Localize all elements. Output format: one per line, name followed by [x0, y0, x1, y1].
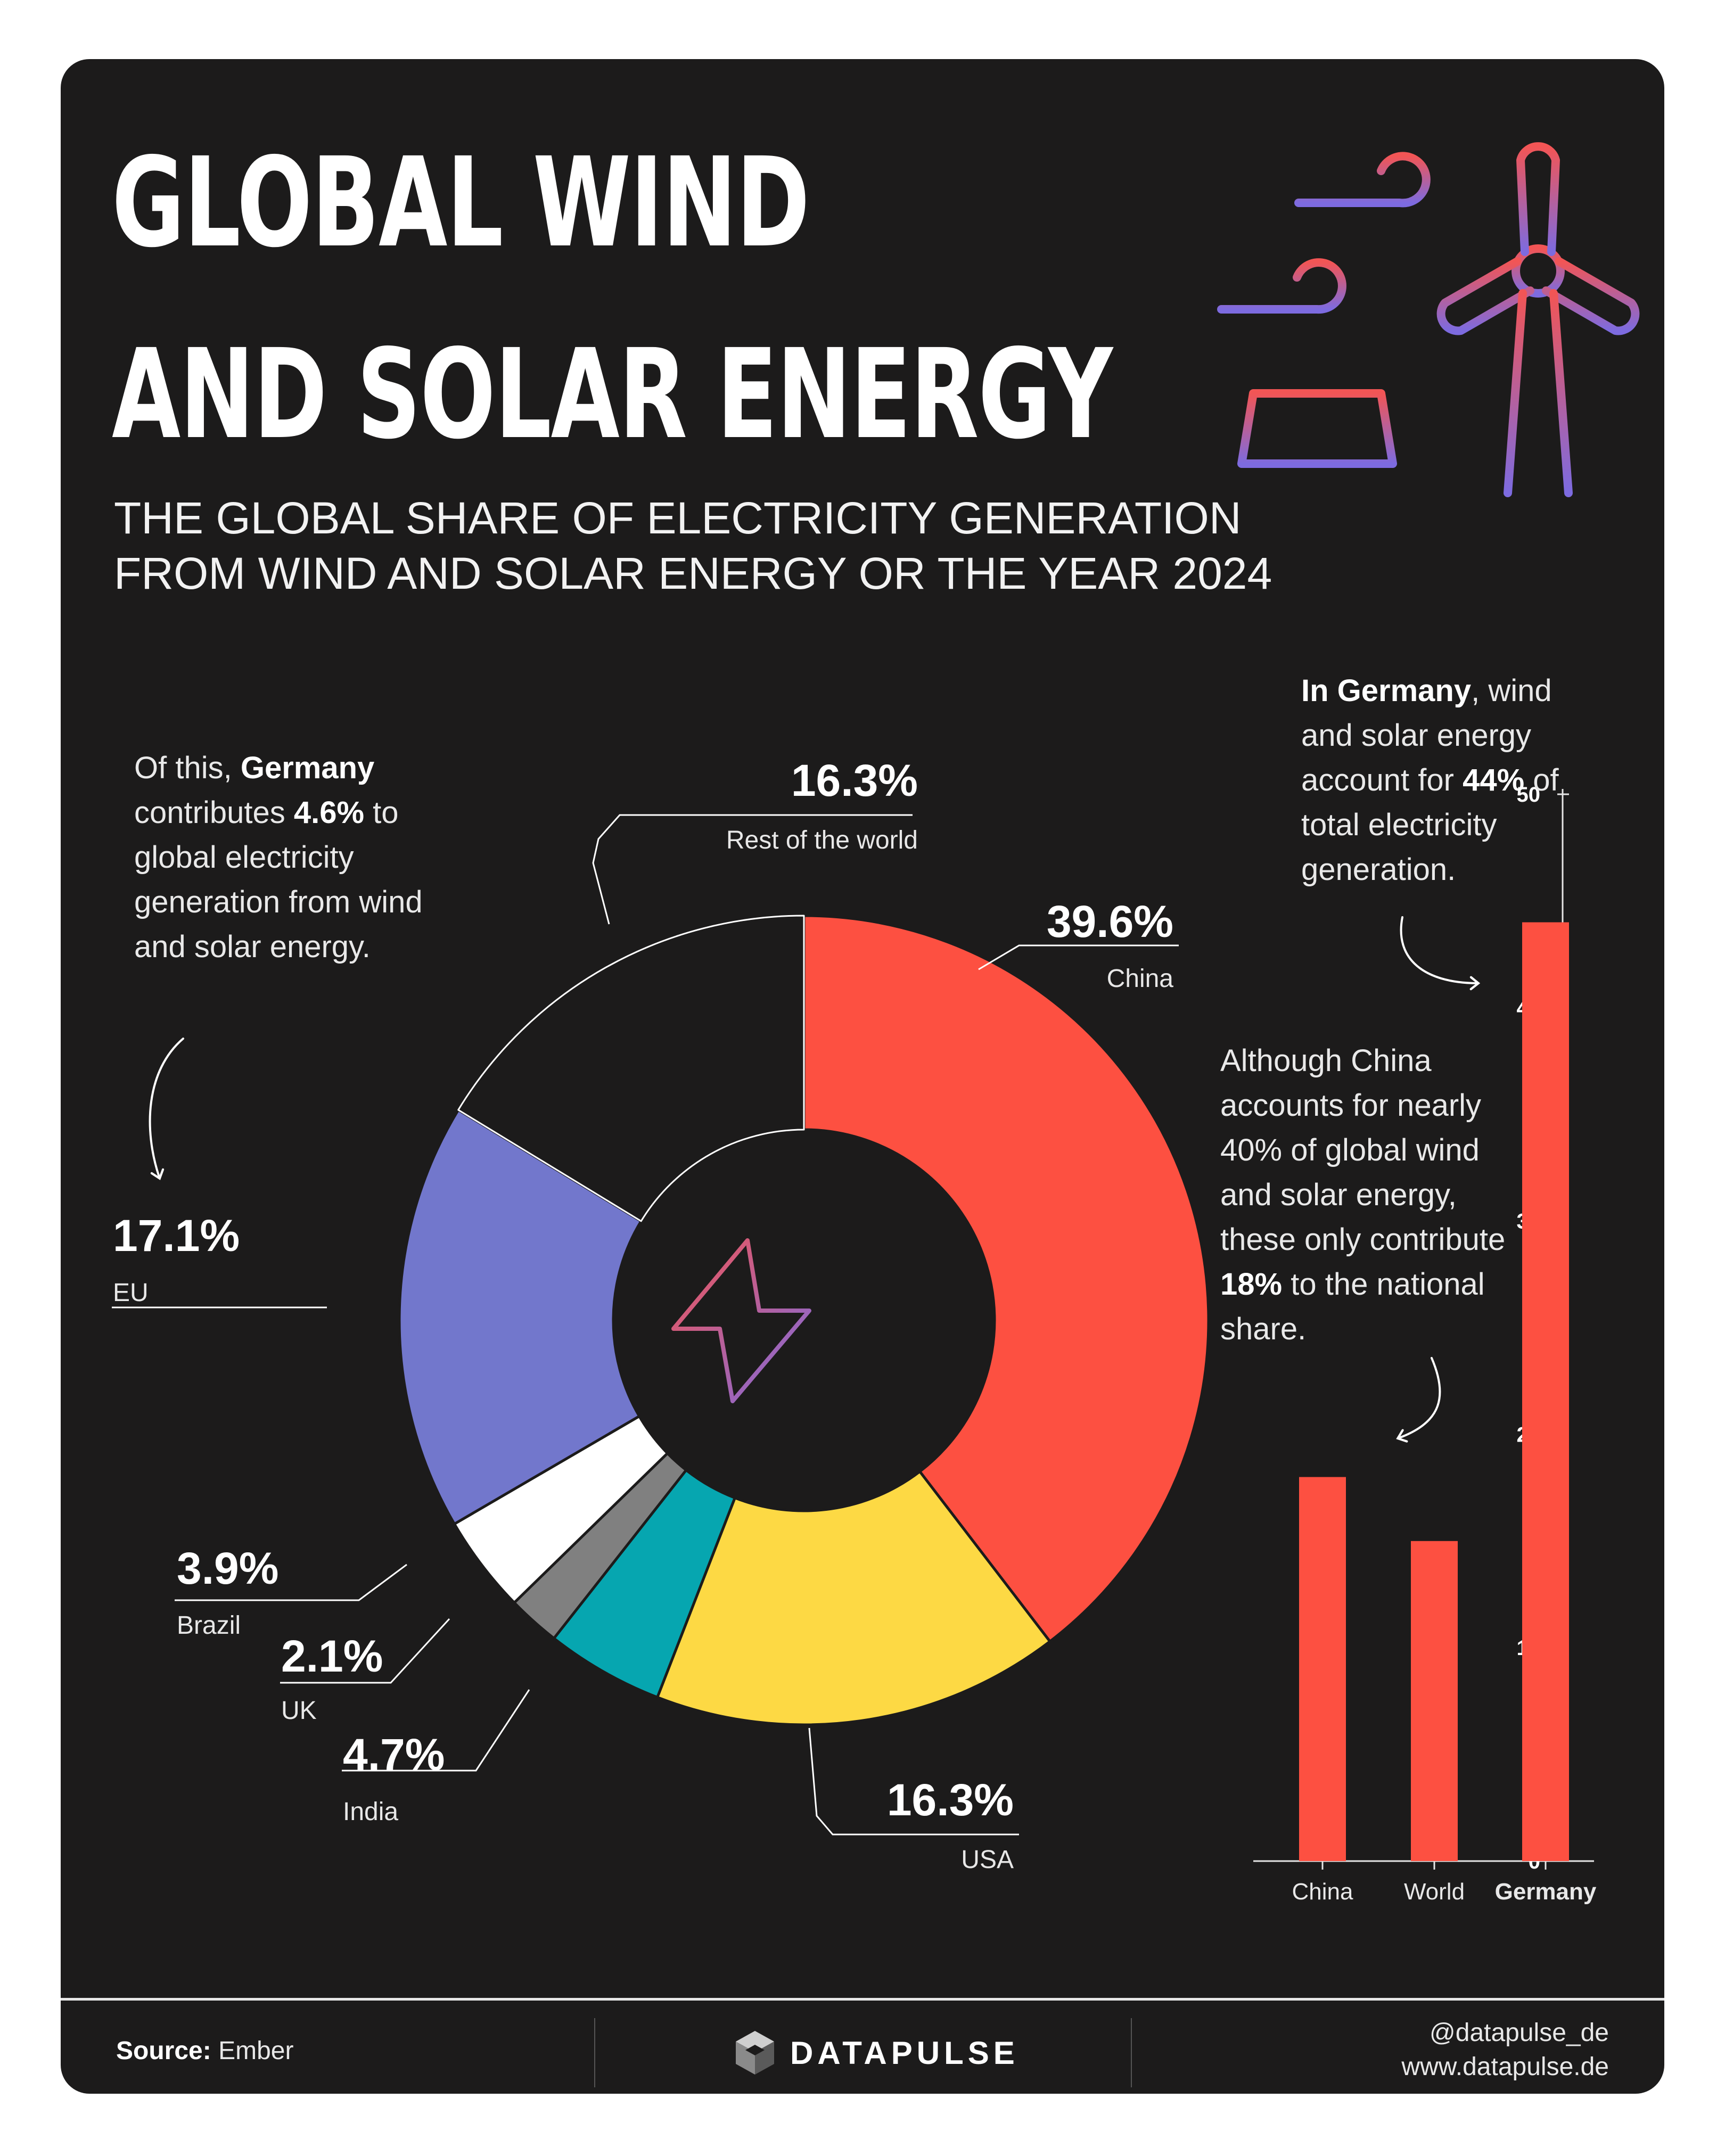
slice-value-rest: 16.3% [791, 755, 918, 805]
bars [1299, 922, 1569, 1861]
arrow-china-national [1396, 1357, 1441, 1443]
source-value: Ember [218, 2037, 294, 2065]
x-tick-label-china: China [1292, 1879, 1353, 1905]
social-handle[interactable]: @datapulse_de [1430, 2019, 1609, 2047]
note-germany-national: In Germany, wind and solar energy accoun… [1301, 669, 1599, 892]
slice-label-india: India [343, 1798, 399, 1826]
slice-label-usa: USA [961, 1846, 1014, 1874]
leader-line-brazil [175, 1563, 407, 1601]
brand-name: DATAPULSE [790, 2035, 1019, 2071]
arrow-germany-national [1400, 916, 1481, 991]
leader-line-india [342, 1689, 530, 1772]
slice-value-eu: 17.1% [113, 1211, 240, 1261]
note-bold: 44% [1463, 763, 1525, 797]
leader-lines [112, 814, 1179, 1836]
source-credit: Source: Ember [116, 2035, 293, 2067]
slice-label-china: China [1106, 965, 1173, 993]
slice-usa [656, 1470, 1052, 1726]
note-text: Although China accounts for nearly 40% o… [1220, 1043, 1506, 1257]
note-text: , wind and solar energy account for [1301, 673, 1552, 797]
leader-line-rest [592, 814, 913, 925]
subtitle: THE GLOBAL SHARE OF ELECTRICITY GENERATI… [114, 490, 1338, 601]
source-label: Source: [116, 2037, 211, 2065]
leader-line-uk [280, 1618, 450, 1684]
slice-value-uk: 2.1% [281, 1631, 383, 1681]
note-text: of total electricity generation. [1301, 763, 1559, 887]
note-text: Of this, [134, 751, 241, 785]
slice-value-india: 4.7% [343, 1730, 445, 1780]
slice-value-brazil: 3.9% [177, 1543, 279, 1593]
leader-line-usa [808, 1727, 1019, 1836]
note-china: Although China accounts for nearly 40% o… [1220, 1039, 1529, 1352]
title-line-1: GLOBAL WIND [112, 131, 810, 275]
donut-slices [398, 914, 1210, 1726]
bar-germany [1522, 922, 1569, 1861]
slice-eu [398, 1108, 643, 1526]
annotation-arrows [149, 916, 1481, 1443]
infographic-card: GLOBAL WIND AND SOLAR ENERGY THE GLOBAL … [61, 59, 1664, 2094]
brand: DATAPULSE [733, 2029, 1019, 2077]
lightning-bolt-icon [671, 1238, 811, 1403]
note-text: contributes [134, 795, 294, 830]
note-bold: Germany [240, 751, 375, 785]
x-tick-label-world: World [1404, 1879, 1465, 1905]
note-germany-global: Of this, Germany contributes 4.6% to glo… [134, 746, 475, 969]
slice-label-rest: Rest of the world [726, 826, 918, 854]
subtitle-line-2: FROM WIND AND SOLAR ENERGY OR THE YEAR 2… [114, 548, 1272, 598]
bar-chart: 01020304050ChinaWorldGermany [1253, 783, 1597, 1905]
footer-separator [1131, 2018, 1132, 2087]
note-bold: 18% [1220, 1267, 1283, 1302]
slice-label-eu: EU [113, 1279, 149, 1307]
leader-line-china [978, 944, 1179, 970]
slice-label-brazil: Brazil [177, 1611, 241, 1640]
social-links: @datapulse_de www.datapulse.de [1401, 2016, 1609, 2084]
wind-turbine-and-solar-panel-icon [1217, 142, 1652, 500]
note-text: to global electricity generation from wi… [134, 795, 423, 964]
bar-world [1411, 1541, 1458, 1861]
slice-rest-of-the-world [457, 915, 805, 1222]
note-text: to the national share. [1220, 1267, 1485, 1346]
donut-chart [112, 814, 1481, 1836]
website-link[interactable]: www.datapulse.de [1401, 2053, 1609, 2081]
y-tick-label: 50 [1517, 783, 1541, 807]
slice-china [802, 914, 1210, 1643]
cube-logo-icon [736, 2031, 774, 2075]
footer-divider [61, 1998, 1664, 2001]
note-bold: 4.6% [293, 795, 365, 830]
bar-china [1299, 1477, 1346, 1861]
slice-value-usa: 16.3% [886, 1775, 1014, 1825]
page-title: GLOBAL WIND AND SOLAR ENERGY [112, 107, 1185, 490]
arrow-germany-global [149, 1038, 184, 1180]
subtitle-line-1: THE GLOBAL SHARE OF ELECTRICITY GENERATI… [114, 493, 1242, 543]
footer-separator [594, 2018, 595, 2087]
slice-value-china: 39.6% [1046, 896, 1173, 947]
x-tick-label-germany: Germany [1495, 1879, 1597, 1905]
title-line-2: AND SOLAR ENERGY [112, 323, 1113, 466]
slice-label-uk: UK [281, 1697, 317, 1725]
note-bold: In Germany [1301, 673, 1472, 708]
